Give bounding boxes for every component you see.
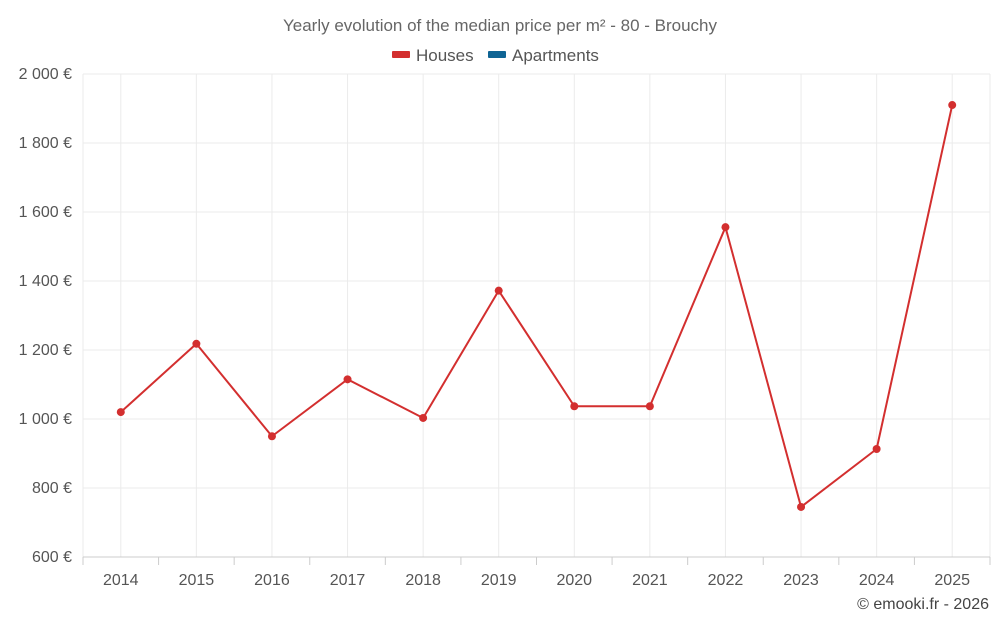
x-tick-label: 2020 <box>556 572 592 589</box>
x-tick-label: 2023 <box>783 572 819 589</box>
y-tick-label: 1 000 € <box>19 411 72 428</box>
x-tick-label: 2025 <box>934 572 970 589</box>
x-tick-label: 2024 <box>859 572 895 589</box>
x-tick-label: 2022 <box>708 572 744 589</box>
y-tick-label: 600 € <box>32 549 72 566</box>
legend-swatch-houses <box>392 51 410 58</box>
series-houses <box>116 101 957 511</box>
houses-point-2024[interactable] <box>872 445 881 454</box>
y-tick-label: 800 € <box>32 480 72 497</box>
legend-label-houses: Houses <box>416 46 474 65</box>
chart-title: Yearly evolution of the median price per… <box>283 16 718 35</box>
legend-swatch-apartments <box>488 51 506 58</box>
legend-item-apartments[interactable]: Apartments <box>488 46 599 65</box>
houses-point-2023[interactable] <box>797 502 806 511</box>
legend-item-houses[interactable]: Houses <box>392 46 474 65</box>
axes: 600 € 800 € 1 000 € 1 200 € 1 400 € 1 600 € 1 … <box>19 66 991 589</box>
x-tick-label: 2015 <box>179 572 215 589</box>
houses-point-2018[interactable] <box>419 413 428 422</box>
houses-point-2025[interactable] <box>948 101 957 110</box>
houses-point-2017[interactable] <box>343 375 352 384</box>
houses-point-2015[interactable] <box>192 339 201 348</box>
x-tick-label: 2017 <box>330 572 366 589</box>
houses-line <box>120 104 954 508</box>
legend-label-apartments: Apartments <box>512 46 599 65</box>
houses-point-2016[interactable] <box>267 432 276 441</box>
y-tick-label: 1 600 € <box>19 204 72 221</box>
y-tick-label: 1 400 € <box>19 273 72 290</box>
x-tick-label: 2018 <box>405 572 441 589</box>
houses-point-2022[interactable] <box>721 223 730 232</box>
y-tick-label: 1 200 € <box>19 342 72 359</box>
houses-point-2019[interactable] <box>494 286 503 295</box>
x-tick-label: 2019 <box>481 572 517 589</box>
credit-text: © emooki.fr - 2026 <box>857 596 989 613</box>
houses-point-2014[interactable] <box>116 408 125 417</box>
y-tick-label: 2 000 € <box>19 66 72 83</box>
houses-point-2020[interactable] <box>570 402 579 411</box>
x-tick-label: 2014 <box>103 572 139 589</box>
x-tick-label: 2021 <box>632 572 668 589</box>
y-tick-label: 1 800 € <box>19 135 72 152</box>
legend: Houses Apartments <box>392 46 599 65</box>
houses-point-2021[interactable] <box>645 402 654 411</box>
x-tick-label: 2016 <box>254 572 290 589</box>
grid <box>82 73 991 557</box>
